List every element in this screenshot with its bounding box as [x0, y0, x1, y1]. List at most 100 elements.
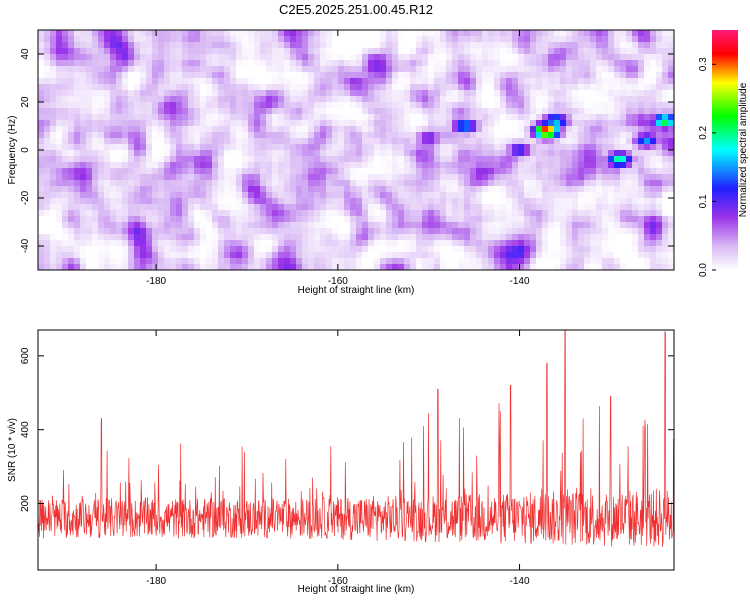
- heatmap-cell: [446, 264, 453, 270]
- heatmap-cell: [494, 36, 501, 43]
- heatmap-cell: [428, 150, 435, 157]
- heatmap-cell: [584, 192, 591, 199]
- heatmap-cell: [98, 168, 105, 175]
- heatmap-cell: [512, 180, 519, 187]
- heatmap-cell: [434, 258, 441, 265]
- heatmap-cell: [512, 72, 519, 79]
- heatmap-cell: [464, 216, 471, 223]
- heatmap-cell: [512, 246, 519, 253]
- heatmap-cell: [644, 204, 651, 211]
- heatmap-cell: [476, 120, 483, 127]
- heatmap-cell: [548, 72, 555, 79]
- heatmap-cell: [224, 252, 231, 259]
- heatmap-cell: [464, 198, 471, 205]
- heatmap-cell: [188, 42, 195, 49]
- heatmap-cell: [596, 78, 603, 85]
- heatmap-cell: [560, 174, 567, 181]
- heatmap-cell: [410, 36, 417, 43]
- heatmap-cell: [488, 186, 495, 193]
- heatmap-cell: [218, 138, 225, 145]
- heatmap-cell: [152, 258, 159, 265]
- heatmap-cell: [122, 96, 129, 103]
- heatmap-cell: [530, 150, 537, 157]
- heatmap-cell: [398, 102, 405, 109]
- heatmap-cell: [620, 162, 627, 169]
- heatmap-cell: [410, 252, 417, 259]
- heatmap-cell: [626, 252, 633, 259]
- heatmap-cell: [182, 222, 189, 229]
- heatmap-cell: [506, 144, 513, 151]
- heatmap-cell: [392, 192, 399, 199]
- heatmap-cell: [230, 174, 237, 181]
- heatmap-cell: [98, 162, 105, 169]
- heatmap-cell: [146, 180, 153, 187]
- heatmap-cell: [326, 192, 333, 199]
- heatmap-cell: [62, 264, 69, 270]
- heatmap-cell: [446, 234, 453, 241]
- heatmap-cell: [512, 108, 519, 115]
- heatmap-cell: [494, 84, 501, 91]
- heatmap-cell: [620, 222, 627, 229]
- heatmap-cell: [176, 126, 183, 133]
- heatmap-cell: [602, 96, 609, 103]
- heatmap-cell: [500, 36, 507, 43]
- heatmap-cell: [254, 78, 261, 85]
- heatmap-cell: [560, 126, 567, 133]
- heatmap-cell: [512, 132, 519, 139]
- heatmap-cell: [632, 222, 639, 229]
- heatmap-cell: [572, 186, 579, 193]
- heatmap-cell: [308, 228, 315, 235]
- heatmap-cell: [302, 192, 309, 199]
- heatmap-cell: [362, 204, 369, 211]
- heatmap-cell: [488, 240, 495, 247]
- heatmap-cell: [140, 240, 147, 247]
- heatmap-cell: [272, 120, 279, 127]
- heatmap-cell: [524, 222, 531, 229]
- heatmap-cell: [488, 174, 495, 181]
- heatmap-cell: [488, 252, 495, 259]
- heatmap-cell: [602, 114, 609, 121]
- heatmap-cell: [44, 192, 51, 199]
- heatmap-cell: [572, 108, 579, 115]
- heatmap-cell: [290, 186, 297, 193]
- heatmap-cell: [116, 144, 123, 151]
- heatmap-cell: [440, 60, 447, 67]
- heatmap-cell: [68, 150, 75, 157]
- heatmap-cell: [554, 84, 561, 91]
- heatmap-cell: [278, 228, 285, 235]
- heatmap-cell: [548, 126, 555, 133]
- heatmap-cell: [134, 150, 141, 157]
- heatmap-cell: [512, 60, 519, 67]
- heatmap-cell: [374, 168, 381, 175]
- heatmap-cell: [308, 66, 315, 73]
- heatmap-cell: [206, 114, 213, 121]
- heatmap-cell: [248, 264, 255, 270]
- heatmap-cell: [170, 216, 177, 223]
- heatmap-cell: [458, 168, 465, 175]
- heatmap-cell: [392, 264, 399, 270]
- heatmap-cell: [236, 240, 243, 247]
- heatmap-cell: [218, 246, 225, 253]
- heatmap-cell: [500, 258, 507, 265]
- heatmap-cell: [242, 138, 249, 145]
- heatmap-cell: [128, 126, 135, 133]
- heatmap-cell: [224, 90, 231, 97]
- heatmap-cell: [632, 42, 639, 49]
- heatmap-cell: [398, 186, 405, 193]
- heatmap-cell: [128, 174, 135, 181]
- heatmap-cell: [650, 90, 657, 97]
- heatmap-cell: [92, 258, 99, 265]
- heatmap-cell: [38, 108, 45, 115]
- heatmap-cell: [518, 198, 525, 205]
- heatmap-cell: [464, 150, 471, 157]
- heatmap-cell: [74, 132, 81, 139]
- heatmap-cell: [434, 174, 441, 181]
- heatmap-cell: [398, 258, 405, 265]
- heatmap-cell: [176, 240, 183, 247]
- heatmap-cell: [158, 126, 165, 133]
- heatmap-cell: [542, 108, 549, 115]
- heatmap-cell: [590, 156, 597, 163]
- heatmap-cell: [638, 246, 645, 253]
- heatmap-cell: [524, 162, 531, 169]
- heatmap-cell: [608, 210, 615, 217]
